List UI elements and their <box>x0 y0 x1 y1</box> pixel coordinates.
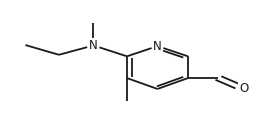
Text: N: N <box>89 39 98 52</box>
Text: N: N <box>153 40 162 53</box>
Text: O: O <box>239 82 248 95</box>
